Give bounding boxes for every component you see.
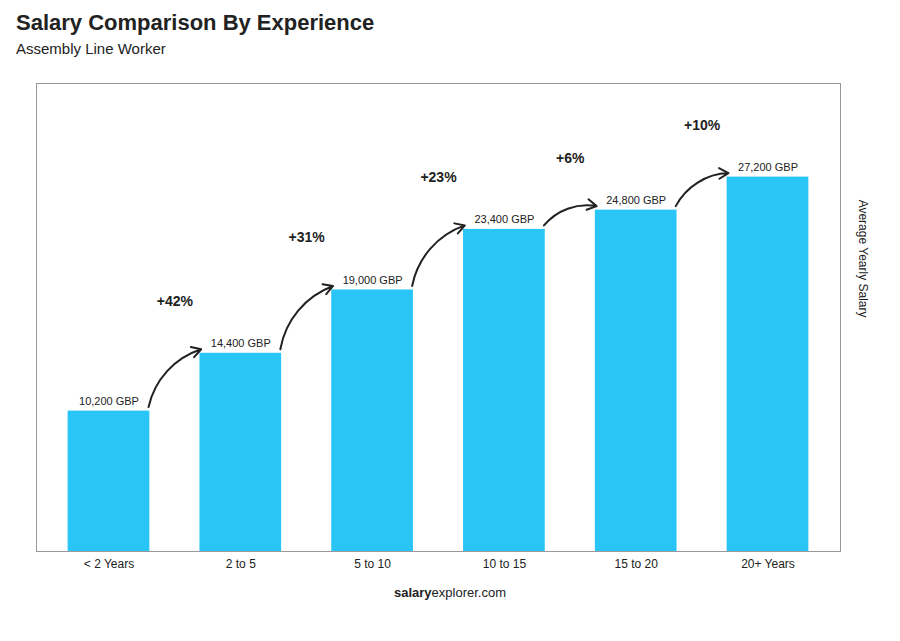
svg-text:19,000 GBP: 19,000 GBP [343, 274, 403, 286]
html-text:Salary Comparison By Experienc: Salary Comparison By Experience [16, 10, 375, 35]
svg-text:23,400 GBP: 23,400 GBP [474, 213, 534, 225]
svg-text:20+ Years: 20+ Years [741, 557, 795, 571]
svg-text:+10%: +10% [684, 117, 721, 133]
svg-text:5 to 10: 5 to 10 [354, 557, 391, 571]
svg-text:< 2 Years: < 2 Years [84, 557, 134, 571]
svg-text:+31%: +31% [289, 229, 326, 245]
svg-text:15 to 20: 15 to 20 [615, 557, 659, 571]
svg-text:24,800 GBP: 24,800 GBP [606, 194, 666, 206]
svg-text:+42%: +42% [157, 293, 194, 309]
svg-text:14,400 GBP: 14,400 GBP [211, 337, 271, 349]
svg-text:+6%: +6% [556, 150, 585, 166]
svg-text:10 to 15: 10 to 15 [483, 557, 527, 571]
svg-text:10,200 GBP: 10,200 GBP [79, 395, 139, 407]
svg-text:Average Yearly Salary: Average Yearly Salary [856, 200, 870, 318]
svg-text:2 to 5: 2 to 5 [226, 557, 256, 571]
html-text:Assembly Line Worker: Assembly Line Worker [16, 40, 166, 57]
svg-text:27,200 GBP: 27,200 GBP [738, 161, 798, 173]
svg-text:+23%: +23% [420, 169, 457, 185]
html-text:salary explorer.com: salary explorer.com [394, 585, 506, 600]
